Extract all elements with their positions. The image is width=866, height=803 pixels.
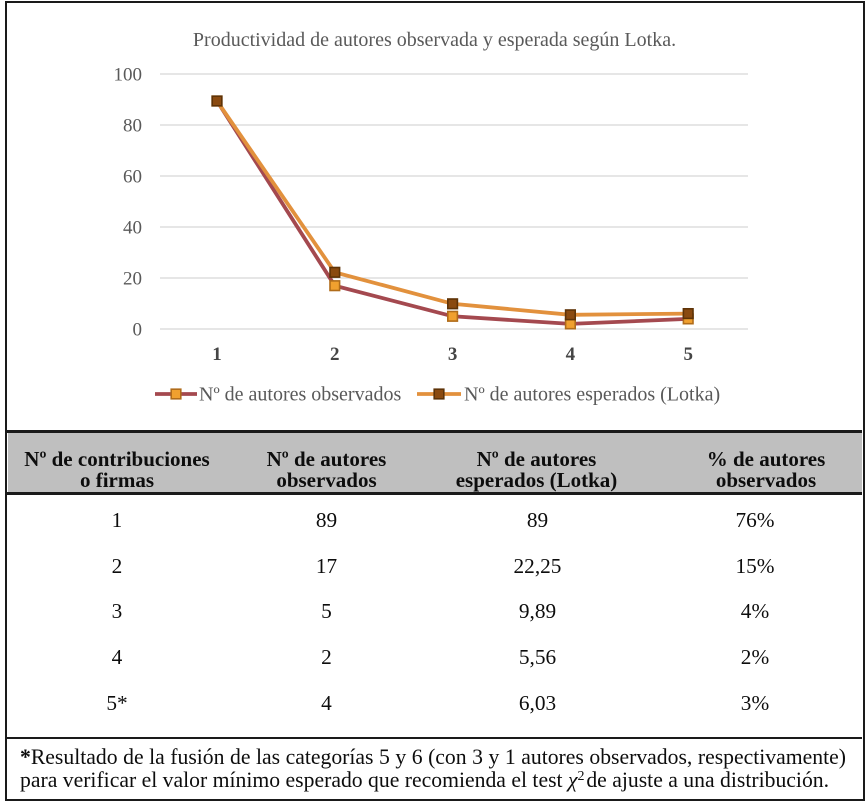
svg-text:2: 2 bbox=[330, 344, 340, 365]
svg-text:Nº de autores observados: Nº de autores observados bbox=[199, 384, 401, 406]
svg-text:80: 80 bbox=[123, 115, 142, 136]
svg-text:40: 40 bbox=[123, 217, 142, 238]
svg-text:60: 60 bbox=[123, 166, 142, 187]
svg-text:4: 4 bbox=[566, 344, 576, 365]
svg-text:Productividad de autores obser: Productividad de autores observada y esp… bbox=[193, 29, 676, 51]
svg-text:1: 1 bbox=[212, 344, 222, 365]
svg-text:5: 5 bbox=[683, 344, 693, 365]
svg-text:Nº de autores esperados (Lotk: Nº de autores esperados (Lotka) bbox=[464, 384, 720, 406]
svg-text:3: 3 bbox=[448, 344, 458, 365]
svg-text:0: 0 bbox=[133, 319, 143, 340]
svg-text:100: 100 bbox=[114, 64, 143, 85]
svg-text:20: 20 bbox=[123, 268, 142, 289]
